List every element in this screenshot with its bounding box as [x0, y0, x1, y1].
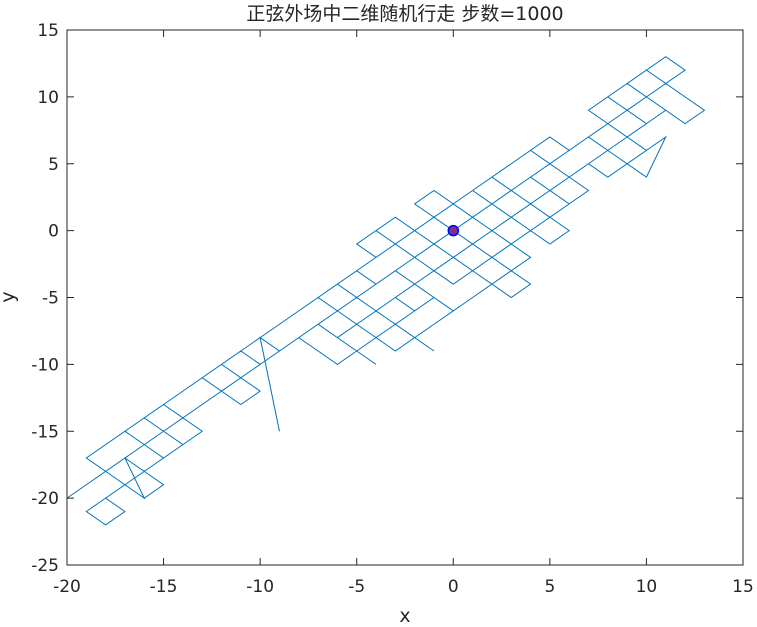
start-marker-layer [447, 224, 460, 237]
x-tick-label: -10 [246, 577, 274, 597]
x-tick-label: -5 [348, 577, 365, 597]
y-axis-label: y [0, 291, 19, 302]
y-tick-label: -5 [42, 289, 59, 309]
walk-path-line [66, 56, 706, 526]
x-tick-label: -15 [150, 577, 178, 597]
x-tick-label: 10 [636, 577, 658, 597]
y-tick-label: -10 [31, 355, 59, 375]
y-tick-label: 15 [37, 21, 59, 41]
x-tick-label: 5 [544, 577, 555, 597]
start-point-marker [447, 224, 460, 237]
y-tick-label: -25 [31, 556, 59, 576]
y-tick-label: 5 [48, 155, 59, 175]
y-tick-label: 10 [37, 88, 59, 108]
x-tick-label: 15 [732, 577, 754, 597]
chart-title: 正弦外场中二维随机行走 步数=1000 [246, 3, 563, 25]
x-tick-label: -20 [53, 577, 81, 597]
y-tick-label: 0 [48, 222, 59, 242]
x-tick-label: 0 [448, 577, 459, 597]
plot-area-background [67, 30, 743, 565]
x-axis-label: x [399, 605, 410, 627]
y-tick-label: -20 [31, 489, 59, 509]
y-tick-label: -15 [31, 422, 59, 442]
walk-path-layer [66, 56, 706, 526]
